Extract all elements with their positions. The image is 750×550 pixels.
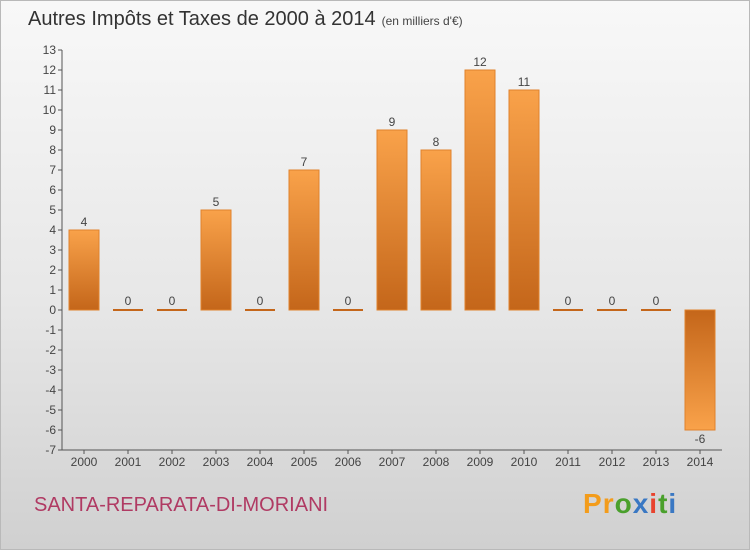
bar-zero <box>157 309 187 311</box>
data-label: 0 <box>169 294 176 308</box>
chart-title-block: Autres Impôts et Taxes de 2000 à 2014 (en… <box>28 8 463 31</box>
data-label: 12 <box>473 55 487 69</box>
y-tick-label: -5 <box>45 403 56 417</box>
x-tick-label: 2010 <box>511 455 538 469</box>
x-tick-label: 2006 <box>335 455 362 469</box>
y-tick-label: -2 <box>45 343 56 357</box>
bar <box>508 89 540 311</box>
y-tick-label: 6 <box>49 183 56 197</box>
data-label: 4 <box>81 215 88 229</box>
x-tick-label: 2003 <box>203 455 230 469</box>
y-tick-label: 7 <box>49 163 56 177</box>
y-tick-label: -6 <box>45 423 56 437</box>
y-tick-label: 8 <box>49 143 56 157</box>
y-tick-label: 4 <box>49 223 56 237</box>
data-label: 0 <box>565 294 572 308</box>
x-tick-label: 2014 <box>687 455 714 469</box>
y-tick-label: 12 <box>43 63 57 77</box>
y-tick-label: 10 <box>43 103 57 117</box>
data-label: 0 <box>125 294 132 308</box>
data-label: 11 <box>518 75 531 89</box>
commune-name: SANTA-REPARATA-DI-MORIANI <box>34 494 329 516</box>
x-tick-label: 2000 <box>71 455 98 469</box>
y-tick-label: 1 <box>49 283 56 297</box>
x-tick-label: 2007 <box>379 455 406 469</box>
logo-letter: i <box>668 488 678 519</box>
x-tick-label: 2005 <box>291 455 318 469</box>
x-tick-label: 2004 <box>247 455 274 469</box>
bar <box>464 69 496 311</box>
data-label: 5 <box>213 195 220 209</box>
x-tick-label: 2013 <box>643 455 670 469</box>
data-label: 0 <box>609 294 616 308</box>
x-tick-label: 2008 <box>423 455 450 469</box>
bars <box>68 69 716 431</box>
data-label: 7 <box>301 155 308 169</box>
bar <box>68 229 100 311</box>
logo-letter: r <box>602 488 615 519</box>
y-tick-label: 11 <box>44 83 57 97</box>
chart-unit: (en milliers d'€) <box>381 14 463 28</box>
bar-zero <box>245 309 275 311</box>
x-tick-label: 2009 <box>467 455 494 469</box>
data-label: 0 <box>345 294 352 308</box>
y-tick-label: 5 <box>49 203 56 217</box>
x-tick-label: 2002 <box>159 455 186 469</box>
bar-zero <box>113 309 143 311</box>
x-tick-label: 2001 <box>115 455 142 469</box>
x-tick-label: 2011 <box>555 455 581 469</box>
data-label: 9 <box>389 115 396 129</box>
y-tick-label: 13 <box>43 43 57 57</box>
bar <box>420 149 452 311</box>
data-label: 8 <box>433 135 440 149</box>
logo-letter: t <box>658 488 669 519</box>
labels: 4 0 0 5 0 7 0 9 8 12 11 0 0 0 -6 <box>81 55 706 446</box>
y-tick-label: -3 <box>45 363 56 377</box>
bar-zero <box>641 309 671 311</box>
bar <box>288 169 320 311</box>
bar-zero <box>553 309 583 311</box>
logo-letter: x <box>632 488 650 519</box>
data-label: 0 <box>257 294 264 308</box>
bar <box>684 309 716 431</box>
bar-zero <box>333 309 363 311</box>
logo-letter: i <box>649 488 659 519</box>
y-tick-label: 2 <box>49 263 56 277</box>
data-label: -6 <box>695 432 706 446</box>
logo-letter: P <box>583 488 603 519</box>
x-tick-label: 2012 <box>599 455 626 469</box>
logo-letter: o <box>614 488 633 519</box>
y-tick-label: 3 <box>49 243 56 257</box>
chart-title: Autres Impôts et Taxes de 2000 à 2014 <box>28 8 376 30</box>
y-tick-label: -1 <box>45 323 56 337</box>
data-label: 0 <box>653 294 660 308</box>
bar-zero <box>597 309 627 311</box>
bar <box>200 209 232 311</box>
y-tick-label: 9 <box>49 123 56 137</box>
y-tick-label: -7 <box>45 443 56 457</box>
proxiti-logo: Proxiti <box>583 488 677 520</box>
y-tick-label: -4 <box>45 383 56 397</box>
y-tick-label: 0 <box>49 303 56 317</box>
bar <box>376 129 408 311</box>
